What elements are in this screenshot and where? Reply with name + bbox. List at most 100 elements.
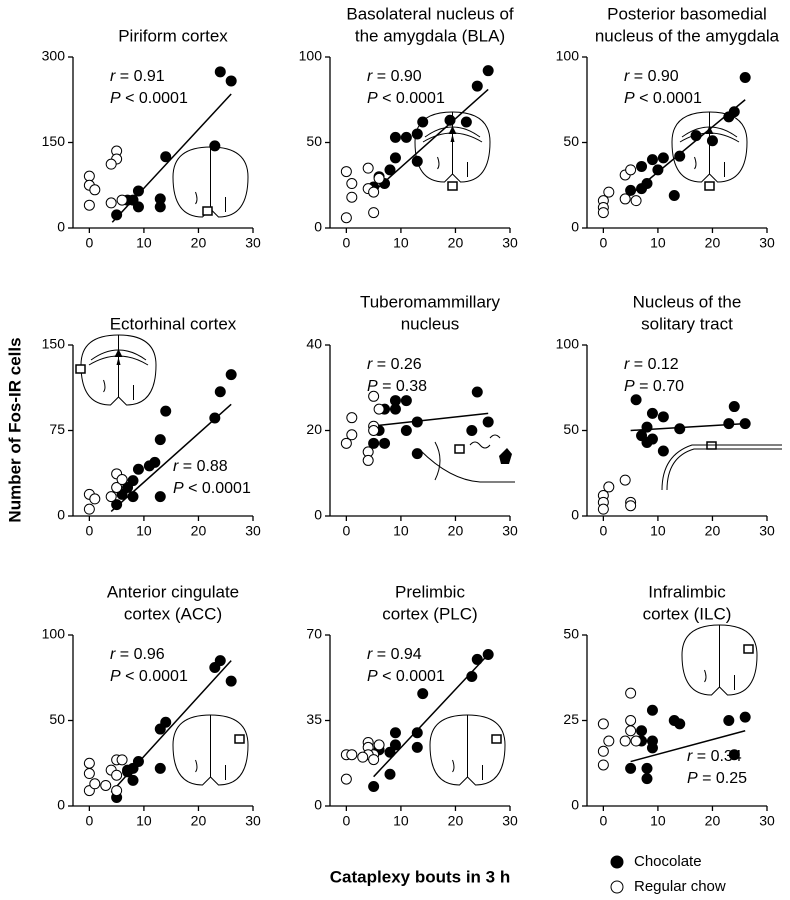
data-point — [641, 762, 653, 774]
x-tick-label: 30 — [502, 235, 518, 251]
stat-annotation: r = 0.90 — [367, 68, 422, 85]
legend-marker — [610, 855, 624, 869]
data-point — [346, 429, 358, 441]
panel: Tuberomammillary nucleus 0 20 40 0 10 20 30 r = 0… — [306, 292, 518, 538]
data-point — [411, 727, 423, 739]
data-point — [368, 754, 380, 766]
y-tick-label: 0 — [57, 797, 65, 813]
stat-annotation: r = 0.88 — [173, 458, 228, 475]
data-point — [154, 762, 166, 774]
data-point — [389, 131, 401, 143]
region-box — [491, 734, 502, 744]
data-point — [368, 390, 380, 402]
brain-outline — [469, 434, 501, 449]
data-point — [466, 425, 478, 436]
data-point — [739, 711, 751, 723]
data-point — [214, 386, 226, 398]
data-point — [389, 403, 401, 415]
trend-line — [371, 412, 489, 427]
data-point — [122, 766, 134, 778]
x-tick-label: 30 — [759, 813, 775, 829]
data-point — [657, 411, 669, 423]
x-tick-label: 10 — [136, 235, 152, 251]
data-point — [89, 778, 101, 790]
data-point — [225, 369, 237, 381]
panel: Anterior cingulate cortex (ACC) 0 50 100 0 10 2… — [42, 582, 261, 828]
legend: Chocolate Regular chow — [610, 853, 726, 895]
stat-annotation: P < 0.0001 — [367, 668, 445, 685]
legend-label: Regular chow — [634, 878, 726, 895]
data-point — [389, 727, 401, 739]
x-tick-label: 0 — [599, 523, 607, 539]
data-point — [411, 416, 423, 428]
data-point — [444, 114, 456, 126]
data-point — [83, 757, 95, 769]
data-point — [389, 739, 401, 751]
data-point — [630, 735, 642, 747]
data-point — [641, 421, 653, 433]
data-point — [646, 154, 658, 166]
region-box — [234, 734, 245, 744]
y-tick-label: 100 — [556, 336, 580, 352]
data-point — [89, 184, 101, 196]
panel-title: nucleus — [401, 314, 460, 333]
data-point — [116, 194, 128, 206]
data-point — [373, 172, 385, 184]
data-point — [214, 66, 226, 78]
legend-marker — [610, 880, 624, 894]
data-point — [482, 416, 494, 428]
region-box — [447, 181, 458, 191]
data-point — [625, 500, 637, 512]
region-box — [743, 644, 754, 654]
x-tick-label: 0 — [85, 235, 93, 251]
data-point — [471, 653, 483, 665]
y-tick-label: 75 — [49, 421, 65, 437]
data-point — [100, 779, 112, 791]
y-tick-label: 50 — [563, 626, 579, 642]
data-point — [132, 463, 144, 475]
panel-title: Piriform cortex — [118, 26, 228, 45]
y-tick-label: 70 — [306, 626, 322, 642]
data-point — [597, 718, 609, 730]
x-tick-label: 10 — [650, 235, 666, 251]
data-point — [625, 164, 637, 176]
data-point — [482, 65, 494, 77]
data-point — [225, 75, 237, 87]
data-point — [111, 769, 123, 781]
data-point — [340, 212, 352, 224]
stat-annotation: r = 0.90 — [624, 68, 679, 85]
stat-annotation: P < 0.0001 — [173, 480, 251, 497]
data-point — [619, 474, 631, 486]
panel-title: Nucleus of the — [633, 292, 742, 311]
region-box — [704, 181, 715, 191]
data-point — [214, 655, 226, 667]
data-point — [384, 746, 396, 758]
data-point — [362, 454, 374, 466]
data-point — [83, 503, 95, 515]
data-point — [723, 715, 735, 726]
trend-line — [630, 730, 746, 763]
brain-region — [499, 448, 512, 464]
panel-title: Infralimbic — [648, 582, 726, 601]
data-point — [636, 160, 648, 172]
y-tick-label: 50 — [563, 133, 579, 149]
data-point — [116, 474, 128, 486]
panel-title: the amygdala (BLA) — [355, 26, 505, 45]
x-tick-label: 30 — [245, 235, 261, 251]
data-point — [728, 401, 740, 413]
data-point — [657, 152, 669, 164]
data-point — [209, 412, 221, 424]
data-point — [723, 111, 735, 123]
data-point — [384, 768, 396, 780]
data-point — [636, 183, 648, 195]
brain-outline — [704, 669, 735, 690]
data-point — [625, 715, 637, 726]
stat-annotation: P < 0.0001 — [110, 668, 188, 685]
data-point — [111, 482, 123, 493]
data-point — [460, 116, 472, 128]
data-point — [417, 688, 429, 700]
data-point — [597, 759, 609, 771]
panel: Basolateral nucleus of the amygdala (BLA)… — [299, 4, 518, 250]
panel: Prelimbic cortex (PLC) 0 35 70 0 10 20 30 r = 0.9… — [306, 582, 518, 828]
x-tick-label: 0 — [342, 813, 350, 829]
